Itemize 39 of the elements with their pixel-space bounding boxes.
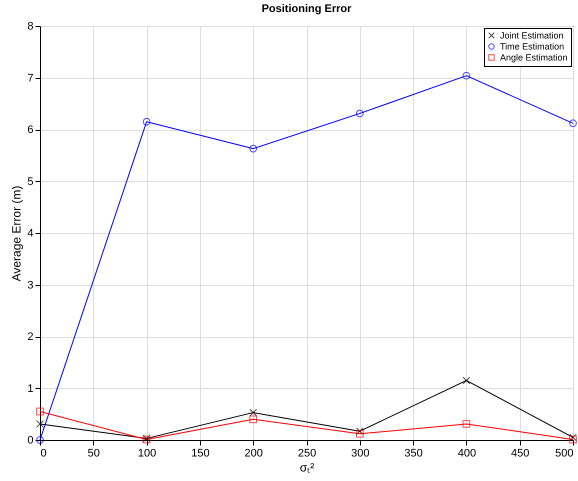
point — [462, 72, 470, 80]
y-tick-label: 2 — [27, 331, 34, 343]
point — [356, 430, 364, 438]
chart-title: Positioning Error — [262, 3, 352, 15]
x-tick-label: 200 — [244, 448, 263, 460]
y-tick-label: 7 — [27, 72, 34, 84]
x-tick-label: 300 — [351, 448, 370, 460]
x-axis-title: σₜ² — [300, 460, 314, 474]
x-tick-label: 100 — [138, 448, 156, 460]
point — [569, 119, 577, 128]
point — [249, 144, 258, 152]
y-tick-label: 8 — [27, 20, 34, 32]
point — [462, 376, 470, 384]
x-tick-label: 50 — [88, 448, 100, 460]
x-tick-label: 150 — [191, 448, 210, 460]
x-tick-label: 350 — [404, 448, 423, 460]
legend-label: Time Estimation — [500, 42, 564, 52]
y-tick-label: 4 — [27, 228, 34, 240]
point — [36, 408, 44, 416]
y-tick-label: 3 — [27, 279, 34, 292]
y-tick-label: 6 — [27, 124, 34, 136]
point — [249, 408, 258, 416]
y-tick-label: 1 — [27, 382, 34, 395]
x-tick-label: 250 — [298, 448, 316, 460]
x-tick-label: 450 — [511, 448, 530, 460]
x-tick-label: 400 — [458, 448, 476, 460]
y-axis-title: Average Error (m) — [9, 186, 24, 282]
point — [356, 427, 364, 436]
legend-label: Joint Estimation — [500, 30, 564, 40]
y-tick-label: 0 — [27, 434, 34, 446]
point — [249, 415, 258, 424]
point — [142, 118, 150, 126]
legend-label: Angle Estimation — [500, 52, 568, 62]
point — [462, 420, 470, 428]
x-tick-label: 500 — [555, 448, 574, 460]
y-tick-label: 5 — [27, 176, 34, 188]
point — [36, 420, 44, 428]
x-tick-label: 0 — [40, 448, 47, 460]
point — [356, 110, 364, 118]
